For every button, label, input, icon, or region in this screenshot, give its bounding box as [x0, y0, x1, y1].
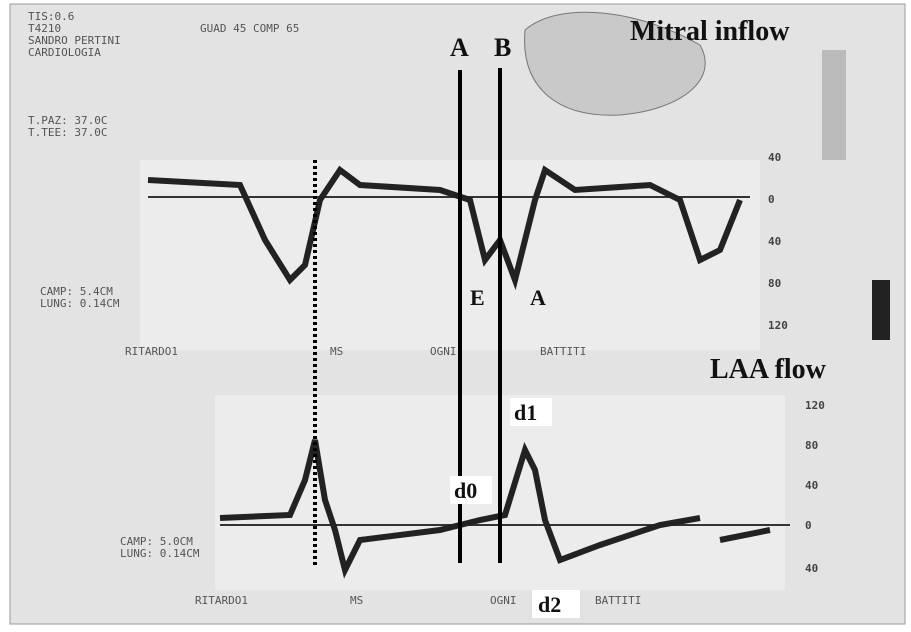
screen-text: LUNG: 0.14CM [40, 297, 120, 310]
screen-text: GUAD 45 COMP 65 [200, 22, 299, 35]
scale-label: 80 [768, 277, 781, 290]
line-label: B [494, 33, 511, 62]
echo-image [524, 11, 706, 116]
screen-text: MS [350, 594, 363, 607]
screen-text: OGNI [490, 594, 517, 607]
screen-text: CARDIOLOGIA [28, 46, 101, 59]
screen-text: SANDRO PERTINI [28, 34, 121, 47]
wave-label: E [470, 285, 485, 310]
screen-text: BATTITI [540, 345, 586, 358]
screen-text: BATTITI [595, 594, 641, 607]
wave-label: d1 [514, 400, 537, 425]
line-label: A [450, 33, 469, 62]
wave-label: A [530, 285, 546, 310]
scale-label: 40 [805, 479, 818, 492]
mitral-trace [147, 165, 743, 291]
wave-label: d2 [538, 592, 561, 617]
label-box [532, 590, 580, 618]
scale-label: 0 [768, 193, 775, 206]
screen-text: OGNI [430, 345, 457, 358]
screen-text: T.TEE: 37.0C [28, 126, 107, 139]
screen-text: RITARDO1 [125, 345, 178, 358]
screen-text: CAMP: 5.4CM [40, 285, 113, 298]
screen-text: CAMP: 5.0CM [120, 535, 193, 548]
label-box [450, 476, 492, 504]
panel-title: Mitral inflow [630, 16, 790, 47]
scale-label: 120 [805, 399, 825, 412]
label-box [510, 398, 552, 426]
screen-text: RITARDO1 [195, 594, 248, 607]
scale-label: 0 [805, 519, 812, 532]
screen-text: T.PAZ: 37.0C [28, 114, 107, 127]
screen-text: MS [330, 345, 343, 358]
scale-label: 80 [805, 439, 818, 452]
scale-label: 120 [768, 319, 788, 332]
wave-label: d0 [454, 478, 477, 503]
mitral-panel [140, 160, 760, 350]
screen-text: TIS:0.6 [28, 10, 74, 23]
gray-bar [822, 50, 846, 160]
scale-label: 40 [805, 562, 818, 575]
scale-label: 40 [768, 151, 781, 164]
screen-text: T4210 [28, 22, 61, 35]
panel-title: LAA flow [710, 354, 827, 385]
scale-label: 40 [768, 235, 781, 248]
screen-text: LUNG: 0.14CM [120, 547, 200, 560]
gray-bar [872, 280, 890, 340]
